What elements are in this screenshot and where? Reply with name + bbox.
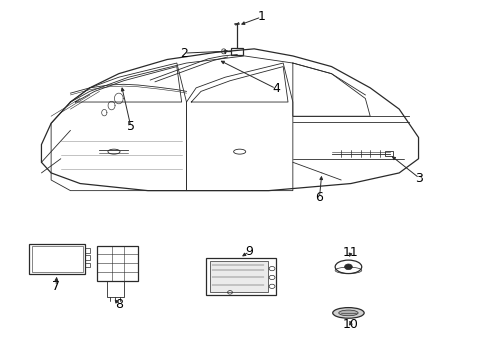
- Text: 3: 3: [415, 172, 423, 185]
- FancyBboxPatch shape: [209, 261, 267, 292]
- Text: 2: 2: [180, 46, 187, 60]
- Circle shape: [344, 264, 351, 270]
- Text: 8: 8: [115, 298, 122, 311]
- Ellipse shape: [332, 307, 364, 318]
- Text: 1: 1: [257, 10, 265, 23]
- Text: 9: 9: [245, 245, 253, 258]
- Text: 4: 4: [271, 82, 279, 95]
- Ellipse shape: [338, 310, 357, 316]
- Text: 5: 5: [126, 120, 135, 133]
- Text: 7: 7: [52, 280, 60, 293]
- Text: 6: 6: [315, 191, 323, 204]
- Text: 11: 11: [342, 246, 358, 259]
- Text: 10: 10: [342, 318, 358, 331]
